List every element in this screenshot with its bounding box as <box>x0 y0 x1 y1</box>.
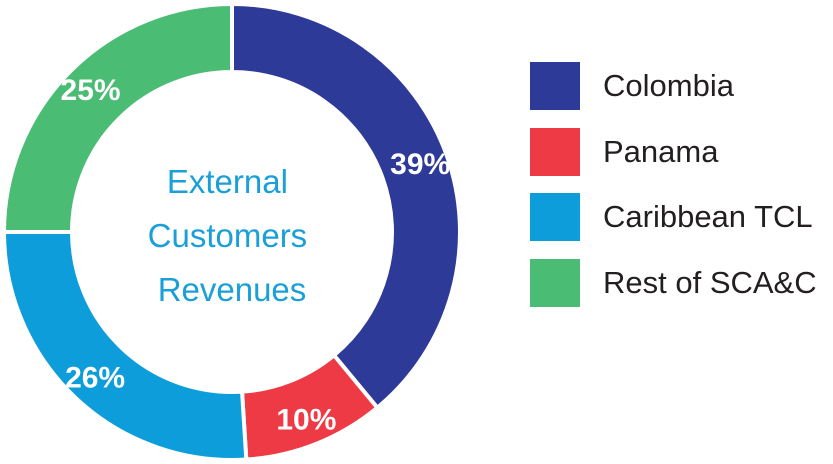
legend-swatch-colombia <box>530 62 580 110</box>
legend-item-panama: Panama <box>530 127 817 176</box>
legend-swatch-panama <box>530 127 580 176</box>
slice-label-panama: 10% <box>276 403 336 436</box>
slice-caribbean-tcl <box>1 230 249 462</box>
slice-label-colombia: 39% <box>390 148 450 181</box>
slice-rest-of-sca-c <box>1 1 234 234</box>
legend-item-colombia: Colombia <box>530 62 817 110</box>
center-title-line-3: Revenues <box>158 271 307 308</box>
legend-item-caribbean-tcl: Caribbean TCL <box>530 193 817 241</box>
center-title-line-2: Customers <box>148 217 308 254</box>
legend-label-rest-of-scac: Rest of SCA&C <box>603 264 817 300</box>
legend-swatch-rest-of-scac <box>530 258 580 307</box>
legend-label-panama: Panama <box>603 133 719 169</box>
legend: Colombia Panama Caribbean TCL Rest of SC… <box>530 62 817 324</box>
slice-label-rest-of-sca-c: 25% <box>61 74 121 107</box>
slice-label-caribbean-tcl: 26% <box>65 361 125 394</box>
donut-chart: 39% 10% 26% 25% External Customers Revenues <box>1 1 462 462</box>
legend-item-rest-of-scac: Rest of SCA&C <box>530 258 817 307</box>
center-title-line-1: External <box>167 163 288 200</box>
legend-swatch-caribbean-tcl <box>530 193 580 241</box>
slice-colombia <box>230 1 462 411</box>
legend-label-caribbean-tcl: Caribbean TCL <box>603 199 813 234</box>
center-title: External Customers Revenues <box>148 163 317 308</box>
legend-label-colombia: Colombia <box>603 68 734 103</box>
